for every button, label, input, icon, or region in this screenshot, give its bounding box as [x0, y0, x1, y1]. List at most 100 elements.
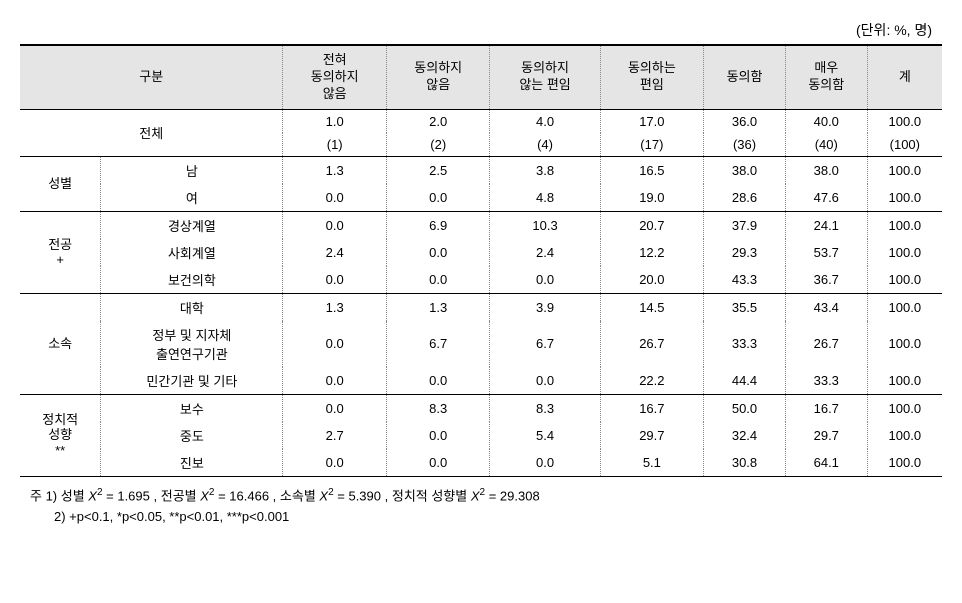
table-cell: 1.3	[283, 293, 387, 321]
table-cell: 19.0	[600, 184, 704, 212]
row-label: 민간기관 및 기타	[101, 367, 283, 395]
group-label: 성별	[20, 156, 101, 211]
table-cell: 0.0	[386, 239, 490, 266]
table-cell: (40)	[785, 133, 867, 157]
table-cell: 0.0	[283, 211, 387, 239]
table-cell: 100.0	[867, 321, 942, 367]
table-cell: 24.1	[785, 211, 867, 239]
table-row: 보건의학0.00.00.020.043.336.7100.0	[20, 266, 942, 294]
table-cell: (2)	[386, 133, 490, 157]
table-cell: 10.3	[490, 211, 600, 239]
table-cell: 0.0	[283, 449, 387, 477]
footnote-2: 2) +p<0.1, *p<0.05, **p<0.01, ***p<0.001	[54, 507, 942, 528]
table-cell: (36)	[704, 133, 786, 157]
table-cell: 5.4	[490, 422, 600, 449]
table-row: 전체1.02.04.017.036.040.0100.0	[20, 109, 942, 133]
table-cell: 16.7	[600, 394, 704, 422]
table-cell: 0.0	[283, 394, 387, 422]
table-cell: 43.4	[785, 293, 867, 321]
table-cell: 0.0	[283, 367, 387, 395]
group-label: 소속	[20, 293, 101, 394]
table-cell: 2.7	[283, 422, 387, 449]
header-col4: 동의하는편임	[600, 45, 704, 109]
table-cell: 29.7	[600, 422, 704, 449]
table-cell: 44.4	[704, 367, 786, 395]
table-cell: 0.0	[386, 449, 490, 477]
table-cell: 29.3	[704, 239, 786, 266]
table-cell: 0.0	[386, 184, 490, 212]
header-col3: 동의하지않는 편임	[490, 45, 600, 109]
table-cell: 38.0	[704, 156, 786, 184]
table-cell: 0.0	[386, 367, 490, 395]
table-cell: 35.5	[704, 293, 786, 321]
survey-table: 구분 전혀동의하지않음 동의하지않음 동의하지않는 편임 동의하는편임 동의함 …	[20, 44, 942, 477]
table-cell: 100.0	[867, 449, 942, 477]
table-cell: 22.2	[600, 367, 704, 395]
table-cell: 16.7	[785, 394, 867, 422]
header-col2: 동의하지않음	[386, 45, 490, 109]
table-cell: 38.0	[785, 156, 867, 184]
unit-label: (단위: %, 명)	[20, 20, 932, 40]
table-cell: 2.4	[490, 239, 600, 266]
table-cell: 29.7	[785, 422, 867, 449]
row-label: 여	[101, 184, 283, 212]
table-cell: 2.5	[386, 156, 490, 184]
row-label: 보수	[101, 394, 283, 422]
table-cell: (100)	[867, 133, 942, 157]
table-row: 사회계열2.40.02.412.229.353.7100.0	[20, 239, 942, 266]
table-row: 여0.00.04.819.028.647.6100.0	[20, 184, 942, 212]
table-cell: 50.0	[704, 394, 786, 422]
table-cell: 100.0	[867, 109, 942, 133]
table-cell: 3.8	[490, 156, 600, 184]
footnote-1: 주 1) 성별 X2 = 1.695 , 전공별 X2 = 16.466 , 소…	[30, 485, 942, 507]
header-col6: 매우동의함	[785, 45, 867, 109]
header-row: 구분 전혀동의하지않음 동의하지않음 동의하지않는 편임 동의하는편임 동의함 …	[20, 45, 942, 109]
table-cell: 33.3	[704, 321, 786, 367]
row-label-total: 전체	[20, 109, 283, 156]
table-cell: 30.8	[704, 449, 786, 477]
table-row: 소속대학1.31.33.914.535.543.4100.0	[20, 293, 942, 321]
table-cell: (4)	[490, 133, 600, 157]
table-row: 성별남1.32.53.816.538.038.0100.0	[20, 156, 942, 184]
table-row: 진보0.00.00.05.130.864.1100.0	[20, 449, 942, 477]
table-cell: 8.3	[490, 394, 600, 422]
header-category: 구분	[20, 45, 283, 109]
table-cell: 3.9	[490, 293, 600, 321]
table-cell: 26.7	[785, 321, 867, 367]
table-cell: 1.3	[386, 293, 490, 321]
table-cell: 6.7	[386, 321, 490, 367]
row-label: 남	[101, 156, 283, 184]
table-cell: 100.0	[867, 293, 942, 321]
row-label: 경상계열	[101, 211, 283, 239]
table-cell: 5.1	[600, 449, 704, 477]
table-cell: 100.0	[867, 266, 942, 294]
table-cell: 33.3	[785, 367, 867, 395]
table-cell: 47.6	[785, 184, 867, 212]
table-cell: 64.1	[785, 449, 867, 477]
table-cell: 1.3	[283, 156, 387, 184]
row-label: 보건의학	[101, 266, 283, 294]
table-cell: 53.7	[785, 239, 867, 266]
row-label: 정부 및 지자체출연연구기관	[101, 321, 283, 367]
table-cell: 0.0	[490, 266, 600, 294]
table-cell: 36.0	[704, 109, 786, 133]
header-col5: 동의함	[704, 45, 786, 109]
group-label: 정치적성향**	[20, 394, 101, 476]
table-cell: 12.2	[600, 239, 704, 266]
table-cell: 1.0	[283, 109, 387, 133]
table-cell: 0.0	[386, 422, 490, 449]
table-cell: 40.0	[785, 109, 867, 133]
table-cell: 100.0	[867, 394, 942, 422]
table-cell: 20.0	[600, 266, 704, 294]
table-cell: 0.0	[283, 266, 387, 294]
table-cell: 16.5	[600, 156, 704, 184]
footnotes: 주 1) 성별 X2 = 1.695 , 전공별 X2 = 16.466 , 소…	[30, 485, 942, 528]
table-cell: 100.0	[867, 156, 942, 184]
table-cell: 17.0	[600, 109, 704, 133]
table-cell: 20.7	[600, 211, 704, 239]
table-row: 전공+경상계열0.06.910.320.737.924.1100.0	[20, 211, 942, 239]
group-label: 전공+	[20, 211, 101, 293]
table-cell: (17)	[600, 133, 704, 157]
table-cell: 0.0	[386, 266, 490, 294]
table-row: 정치적성향**보수0.08.38.316.750.016.7100.0	[20, 394, 942, 422]
